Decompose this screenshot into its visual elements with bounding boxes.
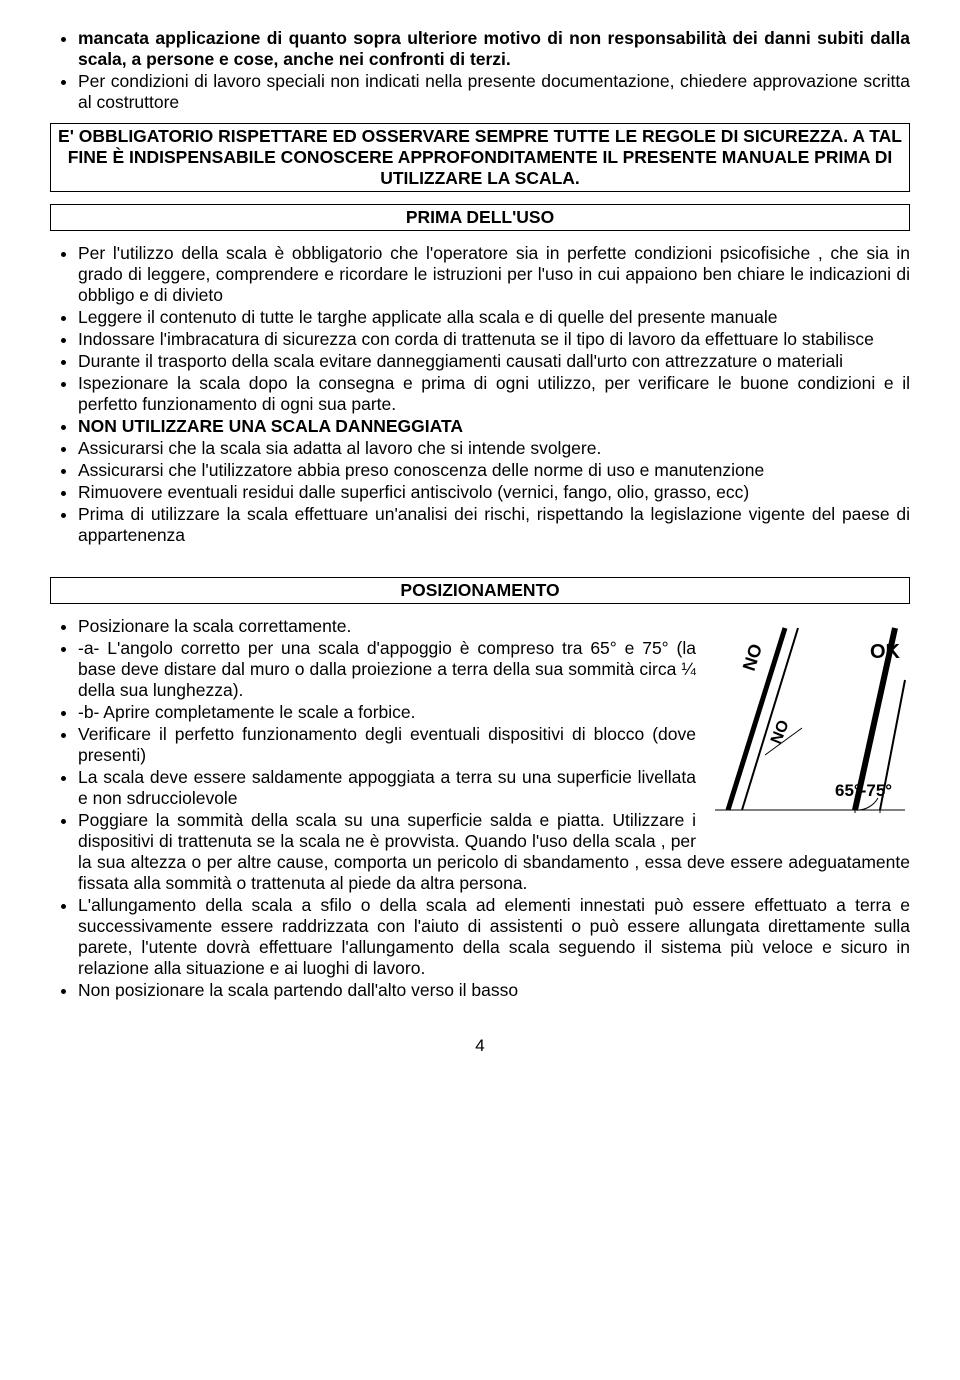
- section-header-posizionamento: POSIZIONAMENTO: [50, 577, 910, 604]
- warning-box: E' OBBLIGATORIO RISPETTARE ED OSSERVARE …: [50, 123, 910, 192]
- section-header-prima-uso: PRIMA DELL'USO: [50, 204, 910, 231]
- list-item: Non posizionare la scala partendo dall'a…: [78, 980, 910, 1001]
- diagram-no-label-2: NO: [768, 718, 793, 747]
- list-item: L'allungamento della scala a sfilo o del…: [78, 895, 910, 979]
- page-number: 4: [50, 1036, 910, 1056]
- intro-item: Per condizioni di lavoro speciali non in…: [78, 71, 910, 113]
- list-item: Assicurarsi che l'utilizzatore abbia pre…: [78, 460, 910, 481]
- list-item: Rimuovere eventuali residui dalle superf…: [78, 482, 910, 503]
- list-item: Durante il trasporto della scala evitare…: [78, 351, 910, 372]
- intro-item: mancata applicazione di quanto sopra ult…: [78, 28, 910, 70]
- list-item: Leggere il contenuto di tutte le targhe …: [78, 307, 910, 328]
- diagram-no-label: NO: [739, 641, 766, 673]
- intro-list: mancata applicazione di quanto sopra ult…: [50, 28, 910, 113]
- list-item: Ispezionare la scala dopo la consegna e …: [78, 373, 910, 415]
- warning-text: E' OBBLIGATORIO RISPETTARE ED OSSERVARE …: [57, 126, 903, 189]
- diagram-ok-label: OK: [870, 641, 901, 663]
- diagram-angle-label: 65°-75°: [835, 781, 892, 800]
- list-item: Per l'utilizzo della scala è obbligatori…: [78, 243, 910, 306]
- prima-uso-list: Per l'utilizzo della scala è obbligatori…: [50, 243, 910, 546]
- ladder-angle-diagram: NO NO OK 65°-75°: [710, 620, 910, 835]
- list-item-warning: NON UTILIZZARE UNA SCALA DANNEGGIATA: [78, 416, 910, 437]
- list-item: Indossare l'imbracatura di sicurezza con…: [78, 329, 910, 350]
- list-item: Prima di utilizzare la scala effettuare …: [78, 504, 910, 546]
- list-item: Assicurarsi che la scala sia adatta al l…: [78, 438, 910, 459]
